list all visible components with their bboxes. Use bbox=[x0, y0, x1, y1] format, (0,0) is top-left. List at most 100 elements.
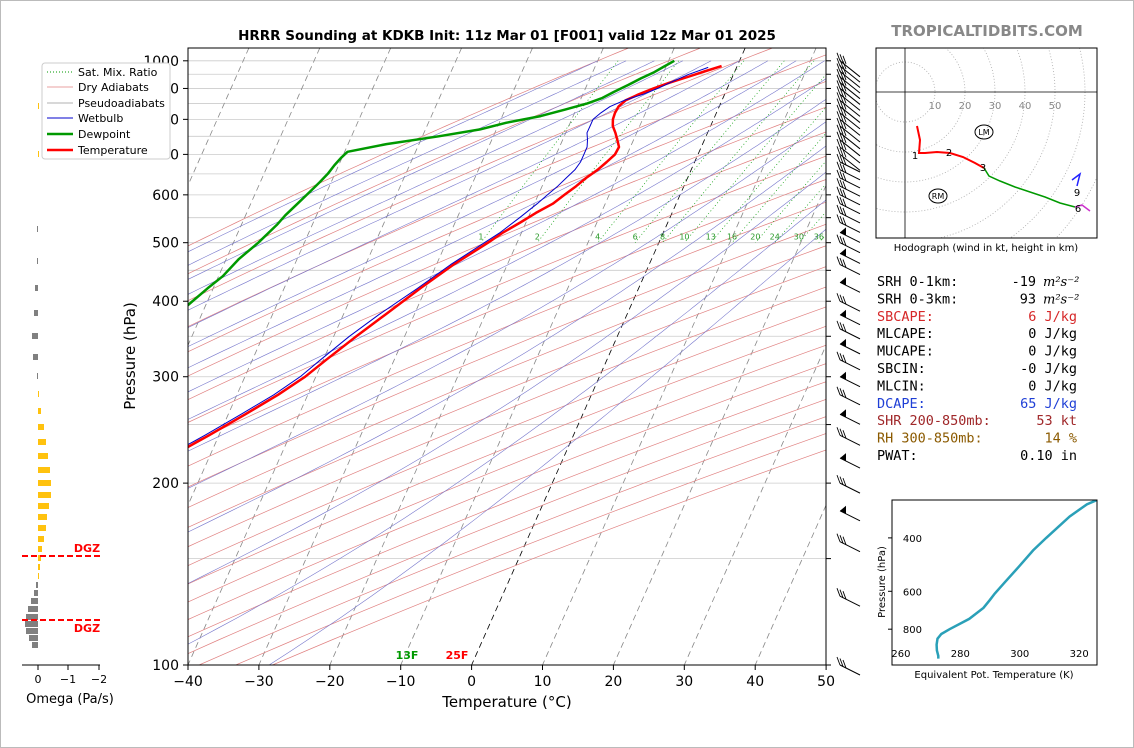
wind-barb bbox=[836, 131, 861, 157]
index-value: 0 J/kg bbox=[1028, 344, 1077, 360]
thetae-ylabel: Pressure (hPa) bbox=[877, 546, 888, 618]
hodograph-height-label: 9 bbox=[1074, 188, 1080, 199]
wind-barb-feather bbox=[836, 63, 841, 72]
dry-adiabat bbox=[188, 201, 826, 467]
wind-barb-staff bbox=[839, 541, 861, 553]
wind-barb-staff bbox=[839, 359, 861, 371]
wind-barb-feather bbox=[836, 86, 841, 95]
thetae-x-tick-label: 320 bbox=[1070, 649, 1089, 660]
pseudoadiabat bbox=[188, 121, 826, 489]
wind-barb-staff bbox=[839, 212, 861, 224]
wind-barb-feather bbox=[839, 535, 844, 544]
wind-barb bbox=[839, 338, 861, 355]
index-value: 6 J/kg bbox=[1028, 309, 1077, 325]
y-axis-label: Pressure (hPa) bbox=[121, 302, 139, 410]
isotherm bbox=[329, 48, 604, 665]
surface-temperature-label: 25F bbox=[446, 649, 469, 662]
wind-barb-feather bbox=[842, 296, 847, 305]
wind-barb-staff bbox=[839, 434, 861, 446]
index-value: -0 J/kg bbox=[1020, 361, 1077, 377]
omega-panel: 0 −1 −2 bbox=[22, 103, 107, 686]
wind-barb-staff bbox=[839, 88, 861, 105]
mixing-ratio-line bbox=[537, 60, 679, 243]
x-tick-label: −10 bbox=[386, 674, 416, 690]
wind-barb-staff bbox=[839, 328, 861, 340]
wind-barb-feather bbox=[836, 161, 841, 170]
wind-barb-feather bbox=[842, 156, 847, 166]
omega-bar bbox=[38, 103, 39, 109]
x-tick-label: 10 bbox=[534, 674, 552, 690]
pseudoadiabat bbox=[188, 171, 826, 584]
omega-bar bbox=[26, 614, 38, 620]
x-tick-label: 20 bbox=[604, 674, 622, 690]
omega-tick-label: −1 bbox=[60, 673, 76, 686]
omega-bar bbox=[38, 525, 46, 531]
index-value: 0.10 in bbox=[1020, 448, 1077, 464]
wind-barb-feather bbox=[836, 68, 841, 78]
y-tick-label: 300 bbox=[152, 370, 179, 386]
index-unit: m²s⁻² bbox=[1043, 275, 1079, 290]
wind-barb-staff bbox=[839, 252, 861, 264]
hodograph-trace-0-3km bbox=[916, 125, 985, 169]
wind-barb-feather bbox=[836, 214, 841, 223]
x-tick-label: 40 bbox=[746, 674, 764, 690]
wind-barb-feather bbox=[839, 215, 844, 225]
x-axis-label: Temperature (°C) bbox=[441, 693, 571, 711]
isotherm bbox=[542, 48, 817, 665]
wind-barb bbox=[839, 277, 861, 293]
wind-barb-feather bbox=[839, 353, 844, 362]
thetae-x-tick-label: 280 bbox=[951, 649, 970, 660]
omega-bar bbox=[38, 555, 41, 561]
dry-adiabat bbox=[188, 363, 826, 620]
dgz-label-bottom: DGZ bbox=[74, 622, 100, 635]
wind-barb-feather bbox=[842, 181, 847, 190]
wind-barb-feather bbox=[836, 153, 841, 163]
wind-barb-feather bbox=[839, 171, 844, 180]
omega-bar bbox=[29, 635, 38, 641]
y-tick-label: 200 bbox=[152, 476, 179, 492]
storm-motion-marker bbox=[974, 124, 994, 140]
surface-dewpoint-label: 13F bbox=[396, 649, 419, 662]
mixing-ratio-label: 24 bbox=[770, 233, 780, 242]
wind-barb-feather bbox=[839, 140, 844, 149]
omega-bar bbox=[34, 590, 38, 596]
wind-barb-feather bbox=[836, 178, 841, 187]
hodograph-frame bbox=[875, 47, 1098, 239]
omega-bar bbox=[38, 467, 50, 473]
wind-barb-feather bbox=[836, 533, 841, 542]
index-label: MLCIN: bbox=[877, 378, 926, 394]
dry-adiabat bbox=[188, 155, 826, 423]
wind-barb-feather bbox=[839, 236, 844, 245]
mixing-ratio-label: 30 bbox=[794, 233, 804, 242]
wind-barb-feather bbox=[839, 133, 844, 142]
dry-adiabat bbox=[188, 344, 826, 603]
wind-barb bbox=[836, 161, 861, 181]
legend-label: Pseudoadiabats bbox=[78, 97, 165, 110]
wind-barb-feather bbox=[839, 119, 844, 128]
wind-barb-feather bbox=[842, 164, 847, 173]
wind-barb-staff bbox=[839, 595, 861, 607]
wind-barb-feather bbox=[836, 80, 841, 89]
omega-bar bbox=[38, 151, 39, 157]
pseudoadiabat bbox=[188, 60, 825, 393]
omega-bar bbox=[26, 628, 38, 634]
mixing-ratio-label: 10 bbox=[679, 233, 689, 242]
index-label: MLCAPE: bbox=[877, 326, 934, 342]
mixing-ratio-label: 6 bbox=[633, 233, 638, 242]
wind-barb bbox=[836, 178, 861, 197]
mixing-ratio-label: 36 bbox=[814, 233, 824, 242]
wind-barb bbox=[839, 371, 861, 388]
index-value: 93 bbox=[1020, 291, 1036, 307]
wind-barb-feather bbox=[839, 388, 844, 397]
wind-barb-feather bbox=[836, 131, 841, 140]
omega-bar bbox=[38, 573, 39, 579]
thetae-line bbox=[935, 500, 1097, 659]
omega-bar bbox=[38, 480, 51, 486]
mixing-ratio-line bbox=[774, 183, 826, 243]
wind-barb-feather bbox=[836, 320, 841, 330]
mixing-ratio-label: 2 bbox=[535, 233, 540, 242]
wind-barb-staff bbox=[839, 222, 861, 233]
isotherm bbox=[613, 184, 826, 665]
wind-barb-flag bbox=[840, 277, 846, 286]
isotherm bbox=[258, 48, 533, 665]
